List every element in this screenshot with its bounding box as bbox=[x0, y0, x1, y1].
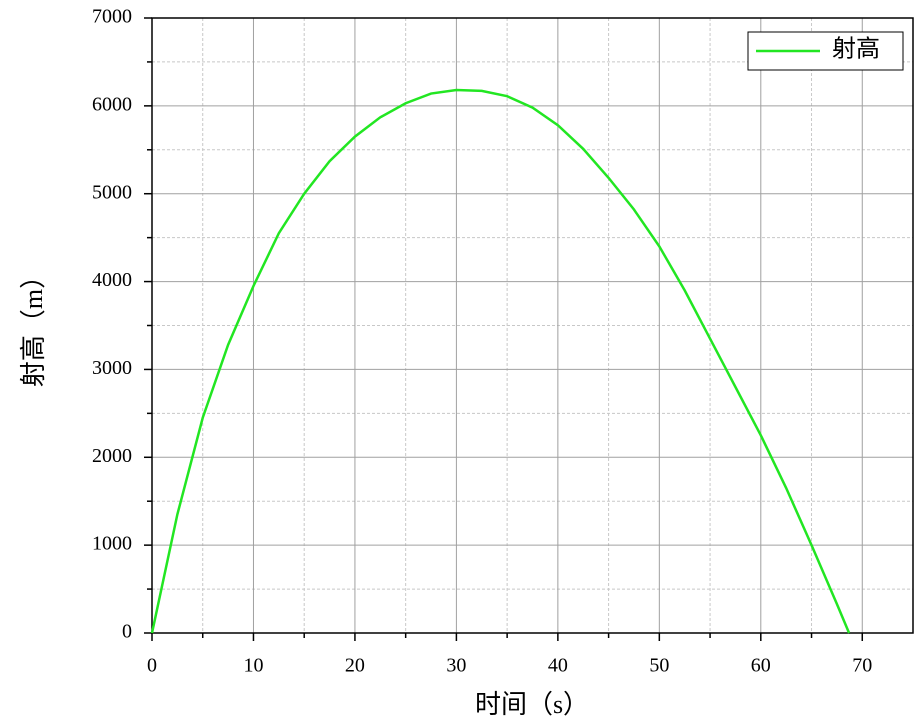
x-tick-label: 0 bbox=[147, 655, 157, 677]
x-tick-label: 20 bbox=[345, 655, 365, 677]
x-tick-label: 40 bbox=[548, 655, 568, 677]
y-tick-label: 1000 bbox=[92, 533, 132, 555]
x-tick-label: 10 bbox=[243, 655, 263, 677]
y-tick-label: 3000 bbox=[92, 357, 132, 379]
x-tick-label: 30 bbox=[446, 655, 466, 677]
y-tick-label: 7000 bbox=[92, 6, 132, 28]
legend-label: 射高 bbox=[832, 36, 880, 63]
y-axis-title: 射高（m） bbox=[19, 263, 48, 387]
y-tick-label: 2000 bbox=[92, 445, 132, 467]
data-line bbox=[150, 88, 851, 634]
x-tick-label: 60 bbox=[751, 655, 771, 677]
x-tick-label: 70 bbox=[852, 655, 872, 677]
y-tick-label: 5000 bbox=[92, 181, 132, 203]
x-tick-label: 50 bbox=[649, 655, 669, 677]
y-tick-label: 6000 bbox=[92, 93, 132, 115]
y-tick-label: 0 bbox=[122, 621, 132, 643]
x-axis-title: 时间（s） bbox=[475, 690, 589, 719]
y-tick-label: 4000 bbox=[92, 269, 132, 291]
